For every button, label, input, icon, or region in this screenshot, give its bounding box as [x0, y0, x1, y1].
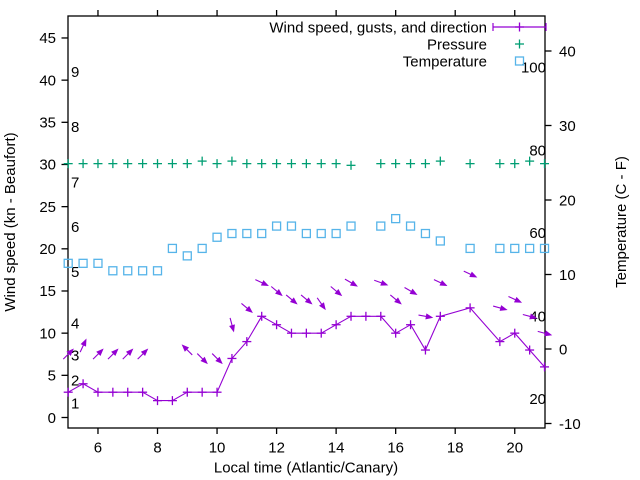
wind-direction-arrow	[270, 286, 283, 297]
wind-direction-arrow	[211, 353, 223, 365]
x-tick-label: 20	[506, 439, 523, 456]
legend: Wind speed, gusts, and directionPressure…	[269, 19, 547, 70]
wind-direction-arrow	[522, 313, 538, 320]
beaufort-label: 2	[71, 373, 79, 390]
wind-direction-arrow	[196, 353, 208, 365]
wind-direction-arrow	[107, 348, 119, 360]
wind-direction-arrow	[374, 279, 389, 286]
legend-label: Temperature	[403, 53, 487, 70]
y-left-tick-label: 5	[48, 368, 56, 385]
wind-direction-arrow	[344, 278, 358, 287]
beaufort-label: 8	[71, 119, 79, 136]
x-tick-label: 6	[94, 439, 102, 456]
x-axis-ticks: 6 8 10 12 14 16 18 20	[94, 10, 523, 456]
wind-direction-arrow	[316, 297, 326, 311]
wind-direction-arrow	[241, 302, 253, 314]
legend-label: Pressure	[427, 36, 487, 53]
beaufort-label: 5	[71, 264, 79, 281]
beaufort-label: 1	[71, 395, 79, 412]
fahrenheit-label: 80	[529, 142, 546, 159]
wind-direction-arrow	[508, 295, 523, 303]
legend-item: Pressure	[427, 36, 524, 53]
y-right-ticks: -10 0 10 20 30 40	[545, 43, 581, 433]
y2-axis-label: Temperature (C - F)	[613, 156, 630, 288]
wind-direction-arrow	[492, 305, 508, 311]
wind-direction-arrow	[389, 294, 402, 305]
y-left-tick-label: 15	[39, 283, 56, 300]
fahrenheit-label: 40	[529, 308, 546, 325]
y-left-tick-label: 40	[39, 72, 56, 89]
y-left-tick-label: 45	[39, 30, 56, 47]
wind-direction-arrow	[300, 294, 313, 305]
y-left-tick-label: 30	[39, 157, 56, 174]
y-right-tick-label: 40	[559, 43, 576, 60]
fahrenheit-label: 20	[529, 391, 546, 408]
wind-direction-arrow	[255, 279, 269, 286]
wind-direction-arrow	[285, 294, 298, 305]
y-left-tick-label: 35	[39, 115, 56, 132]
y-right-tick-label: 30	[559, 118, 576, 135]
beaufort-label: 9	[71, 64, 79, 81]
plot-border	[67, 15, 546, 429]
beaufort-label: 7	[71, 174, 79, 191]
series-gusts-and-direction	[62, 270, 553, 365]
wind-direction-arrow	[229, 317, 235, 333]
beaufort-labels: 1 2 3 4 5 6 7 8 9	[71, 64, 79, 412]
wind-direction-arrow	[92, 348, 104, 360]
wind-direction-arrow	[181, 344, 193, 356]
y-left-tick-label: 20	[39, 241, 56, 258]
fahrenheit-label: 100	[521, 60, 546, 77]
wind-direction-arrow	[62, 348, 74, 360]
x-tick-label: 18	[447, 439, 464, 456]
beaufort-label: 6	[71, 219, 79, 236]
wind-direction-arrow	[433, 279, 448, 286]
y-axis-label: Wind speed (kn - Beaufort)	[2, 132, 19, 311]
legend-item: Temperature	[403, 53, 525, 70]
y-right-tick-label: 20	[559, 192, 576, 209]
y-left-tick-label: 10	[39, 325, 56, 342]
fahrenheit-labels: 20 40 60 80 100	[521, 60, 546, 409]
y-left-ticks: 0 5 10 15 20 25 30 35 40 45	[39, 30, 68, 427]
x-tick-label: 16	[387, 439, 404, 456]
wind-direction-arrow	[418, 313, 434, 320]
y-right-tick-label: 0	[559, 341, 567, 358]
wind-direction-arrow	[79, 338, 87, 353]
legend-label: Wind speed, gusts, and direction	[269, 19, 487, 36]
wind-direction-arrow	[122, 348, 134, 360]
series-wind-speed	[63, 303, 550, 406]
beaufort-label: 3	[71, 347, 79, 364]
wind-direction-arrow	[404, 287, 418, 295]
x-tick-label: 12	[268, 439, 285, 456]
y-left-tick-label: 25	[39, 199, 56, 216]
y-left-tick-label: 0	[48, 410, 56, 427]
y-right-tick-label: 10	[559, 267, 576, 284]
fahrenheit-label: 60	[529, 225, 546, 242]
x-tick-label: 14	[328, 439, 345, 456]
wind-direction-arrow	[463, 270, 478, 278]
series-temperature	[63, 213, 550, 276]
x-tick-label: 8	[153, 439, 161, 456]
x-axis-label: Local time (Atlantic/Canary)	[214, 459, 398, 476]
wind-direction-arrow	[137, 348, 149, 360]
beaufort-label: 4	[71, 315, 79, 332]
series-pressure	[63, 156, 550, 170]
y-right-tick-label: -10	[559, 416, 581, 433]
wind-direction-arrow	[537, 330, 553, 337]
x-tick-label: 10	[209, 439, 226, 456]
wind-direction-arrow	[330, 286, 343, 297]
legend-item: Wind speed, gusts, and direction	[269, 19, 547, 36]
